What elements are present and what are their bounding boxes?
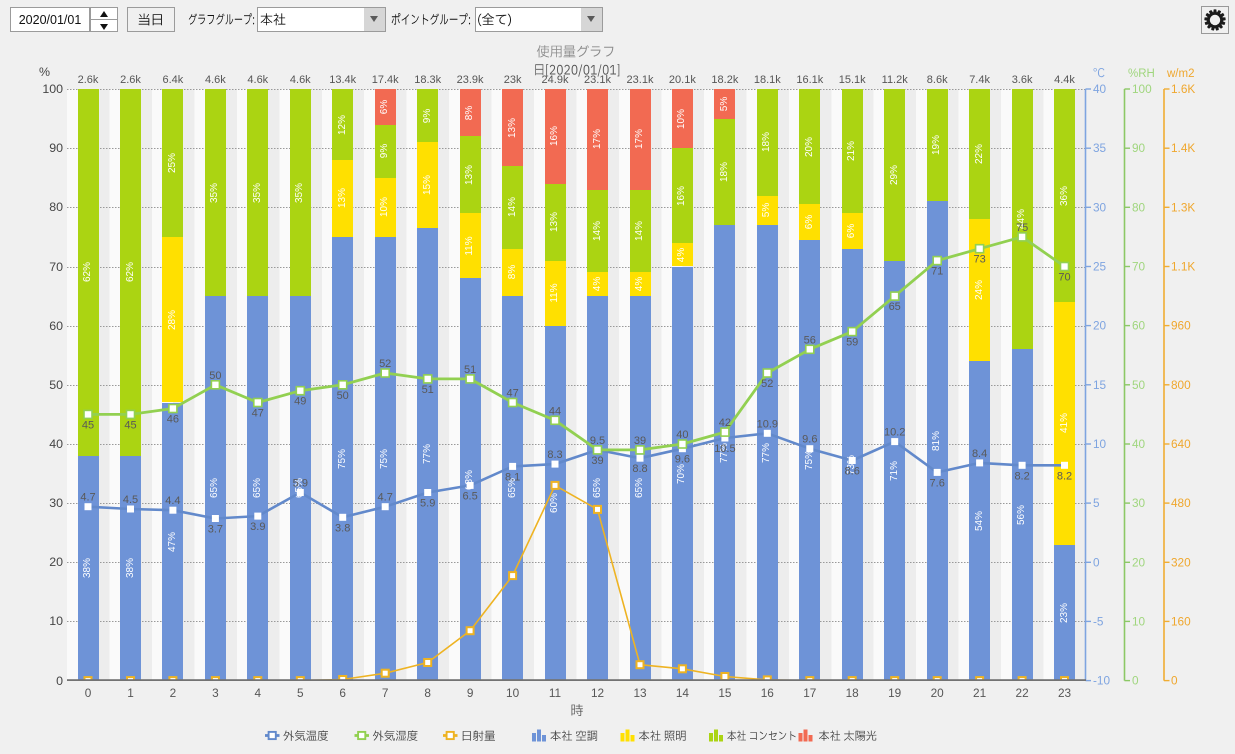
svg-text:35: 35 — [1093, 141, 1107, 155]
svg-text:5.9: 5.9 — [293, 478, 308, 490]
svg-text:42: 42 — [719, 417, 731, 429]
svg-text:5: 5 — [1093, 496, 1100, 510]
svg-text:20: 20 — [1132, 555, 1146, 569]
svg-text:50: 50 — [209, 370, 221, 382]
svg-text:20: 20 — [1093, 319, 1107, 333]
svg-text:8.2: 8.2 — [1014, 470, 1029, 482]
svg-text:8.4: 8.4 — [972, 448, 987, 460]
svg-text:800: 800 — [1171, 378, 1191, 392]
svg-text:1.3K: 1.3K — [1171, 200, 1195, 214]
svg-text:9.5: 9.5 — [590, 435, 605, 447]
svg-text:1.1K: 1.1K — [1171, 260, 1195, 274]
svg-text:3.7: 3.7 — [208, 524, 223, 536]
svg-text:480: 480 — [1171, 496, 1191, 510]
svg-text:40: 40 — [676, 429, 688, 441]
svg-text:4.5: 4.5 — [123, 494, 138, 506]
svg-text:9.6: 9.6 — [802, 434, 817, 446]
svg-text:10.9: 10.9 — [757, 418, 778, 430]
svg-text:40: 40 — [1093, 82, 1107, 96]
svg-text:90: 90 — [1132, 141, 1146, 155]
svg-text:49: 49 — [294, 396, 306, 408]
svg-text:1.6K: 1.6K — [1171, 82, 1195, 96]
svg-text:10: 10 — [1132, 614, 1146, 628]
svg-text:30: 30 — [1093, 200, 1107, 214]
svg-text:25: 25 — [1093, 260, 1107, 274]
svg-text:47: 47 — [252, 408, 264, 420]
svg-text:51: 51 — [464, 364, 476, 376]
svg-text:39: 39 — [634, 435, 646, 447]
svg-text:44: 44 — [549, 405, 561, 417]
svg-text:0: 0 — [1132, 674, 1139, 688]
svg-text:15: 15 — [1093, 378, 1107, 392]
svg-text:8.3: 8.3 — [547, 449, 562, 461]
svg-text:30: 30 — [1132, 496, 1146, 510]
svg-text:%RH: %RH — [1128, 68, 1155, 80]
svg-text:8.2: 8.2 — [1057, 470, 1072, 482]
svg-text:10: 10 — [1093, 437, 1107, 451]
svg-text:7.6: 7.6 — [930, 477, 945, 489]
svg-text:160: 160 — [1171, 614, 1191, 628]
svg-text:9.6: 9.6 — [675, 454, 690, 466]
svg-text:45: 45 — [124, 419, 136, 431]
svg-text:40: 40 — [1132, 437, 1146, 451]
svg-text:5.9: 5.9 — [420, 498, 435, 510]
svg-text:80: 80 — [1132, 200, 1146, 214]
svg-text:75: 75 — [1016, 222, 1028, 234]
svg-text:-5: -5 — [1093, 614, 1104, 628]
svg-text:4.7: 4.7 — [378, 492, 393, 504]
svg-text:70: 70 — [1058, 272, 1070, 284]
svg-text:960: 960 — [1171, 319, 1191, 333]
svg-text:1.4K: 1.4K — [1171, 141, 1195, 155]
svg-text:70: 70 — [1132, 260, 1146, 274]
svg-text:8.6: 8.6 — [845, 466, 860, 478]
svg-text:50: 50 — [337, 390, 349, 402]
svg-text:w/m2: w/m2 — [1166, 68, 1194, 80]
svg-text:3.9: 3.9 — [250, 521, 265, 533]
svg-text:4.7: 4.7 — [80, 492, 95, 504]
svg-text:8.1: 8.1 — [505, 471, 520, 483]
svg-text:50: 50 — [1132, 378, 1146, 392]
svg-text:8.8: 8.8 — [632, 463, 647, 475]
svg-text:320: 320 — [1171, 555, 1191, 569]
svg-text:10.2: 10.2 — [884, 427, 905, 439]
svg-text:4.4: 4.4 — [165, 495, 180, 507]
svg-text:56: 56 — [804, 334, 816, 346]
svg-text:46: 46 — [167, 414, 179, 426]
svg-text:65: 65 — [889, 301, 901, 313]
svg-text:60: 60 — [1132, 319, 1146, 333]
svg-text:59: 59 — [846, 337, 858, 349]
svg-text:-10: -10 — [1093, 674, 1110, 688]
svg-text:71: 71 — [931, 266, 943, 278]
svg-text:100: 100 — [1132, 82, 1152, 96]
svg-text:3.8: 3.8 — [335, 522, 350, 534]
svg-text:45: 45 — [82, 419, 94, 431]
svg-text:73: 73 — [973, 254, 985, 266]
svg-text:51: 51 — [422, 384, 434, 396]
svg-text:47: 47 — [506, 388, 518, 400]
svg-text:52: 52 — [379, 358, 391, 370]
svg-text:52: 52 — [761, 378, 773, 390]
svg-text:10.5: 10.5 — [714, 443, 735, 455]
svg-text:39: 39 — [591, 455, 603, 467]
svg-text:0: 0 — [1093, 555, 1100, 569]
svg-text:6.5: 6.5 — [462, 490, 477, 502]
svg-text:640: 640 — [1171, 437, 1191, 451]
svg-text:0: 0 — [1171, 674, 1178, 688]
